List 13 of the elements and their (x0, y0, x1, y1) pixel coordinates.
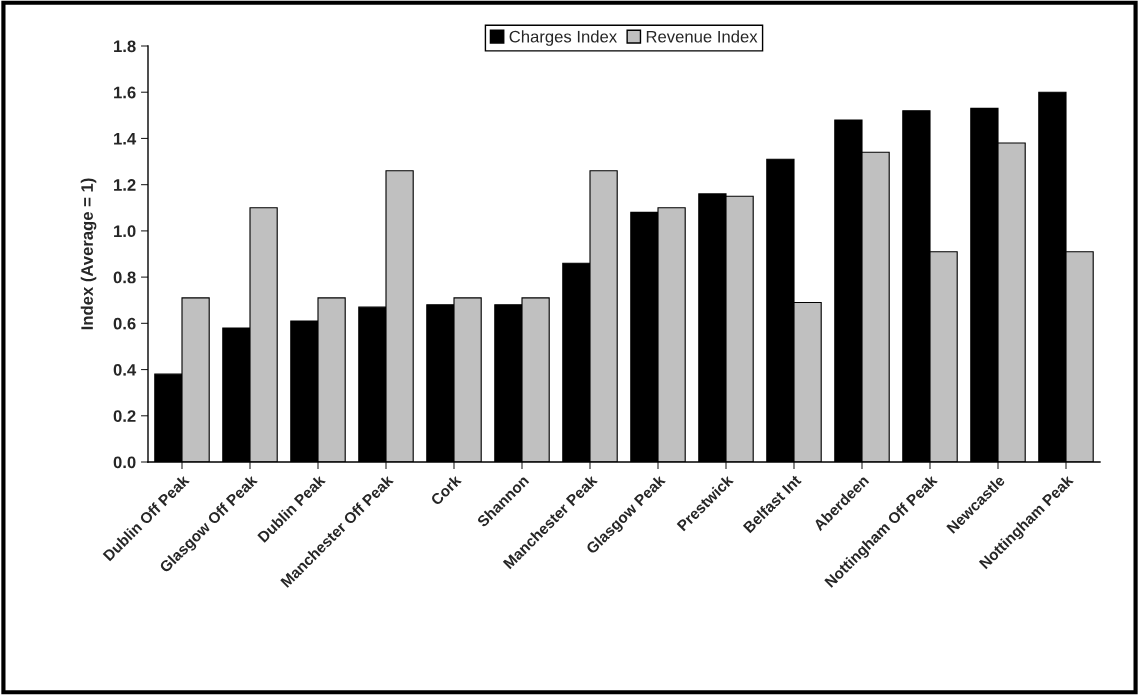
y-tick-label: 0.0 (113, 456, 136, 469)
y-tick-label: 0.2 (113, 410, 136, 422)
y-tick-label: 1.6 (114, 86, 136, 99)
y-tick-label: 0.8 (113, 271, 136, 284)
y-tick-label: 1.0 (114, 225, 136, 238)
y-tick-label: 0.6 (113, 317, 136, 330)
y-tick-label: 0.4 (113, 363, 137, 376)
legend-label: Revenue Index (646, 30, 758, 43)
y-tick-label: 1.2 (114, 179, 136, 191)
legend-label: Charges Index (509, 30, 617, 46)
y-tick-label: 1.4 (114, 133, 137, 145)
y-tick-label: 1.8 (114, 40, 136, 53)
y-axis-title: Index (Average = 1) (80, 178, 97, 330)
